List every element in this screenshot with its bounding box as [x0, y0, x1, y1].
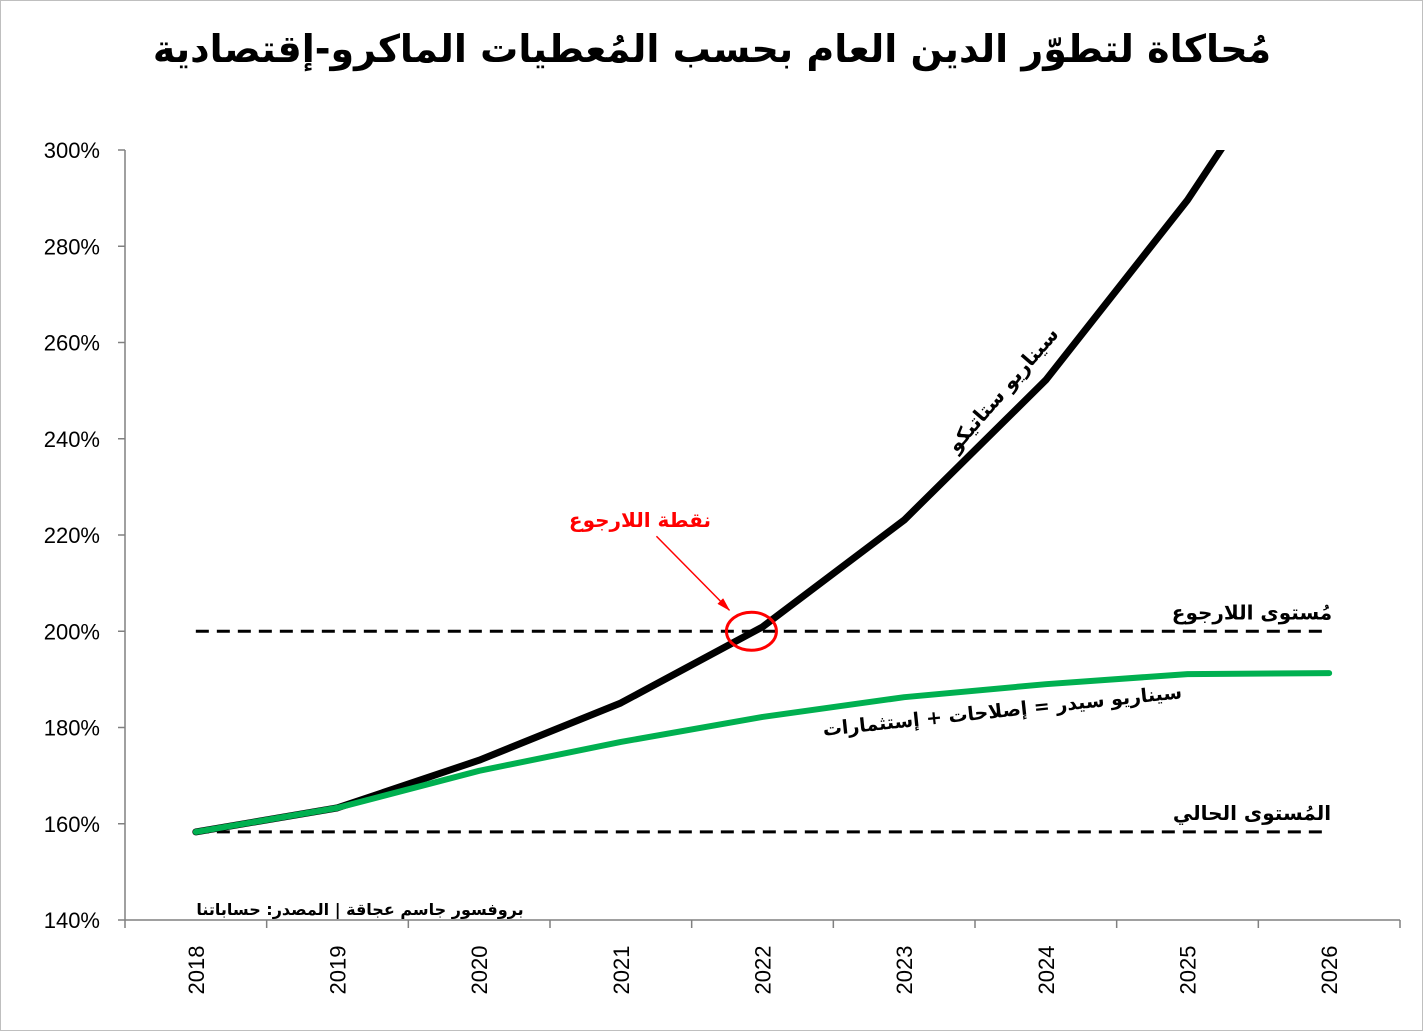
source-note: بروفسور جاسم عجاقة | المصدر: حساباتنا	[196, 900, 523, 920]
annotation-arrow	[655, 535, 731, 611]
no-return-level-label: مُستوى اللارجوع	[1172, 600, 1332, 624]
point-of-no-return-circle	[724, 610, 778, 652]
x-tick-label: 2023	[892, 946, 917, 995]
x-tick-label: 2026	[1317, 946, 1342, 995]
y-tick-label: 300%	[44, 138, 100, 163]
y-tick-label: 240%	[44, 427, 100, 452]
annotation-label: نقطة اللارجوع	[569, 508, 711, 532]
y-tick-label: 220%	[44, 523, 100, 548]
y-tick-label: 160%	[44, 812, 100, 837]
x-tick-label: 2021	[609, 946, 634, 995]
cedre-series-line	[192, 670, 1333, 835]
reference-lines: مُستوى اللارجوع المُستوى الحالي	[195, 600, 1332, 834]
x-tick-label: 2025	[1176, 946, 1201, 995]
y-tick-label: 260%	[44, 331, 100, 356]
chart-title: مُحاكاة لتطوّر الدين العام بحسب المُعطيا…	[153, 27, 1271, 72]
axes: 140% 160% 180% 200% 220% 240% 260% 280% 300% 2018…	[44, 138, 1401, 995]
y-tick-label: 280%	[44, 234, 100, 259]
x-tick-label: 2020	[467, 946, 492, 995]
x-tick-label: 2024	[1034, 946, 1059, 995]
x-tick-label: 2022	[751, 946, 776, 995]
x-tick-label: 2019	[326, 946, 351, 995]
annotations: نقطة اللارجوع	[569, 508, 778, 652]
status-quo-series-line	[192, 150, 1225, 836]
current-level-label: المُستوى الحالي	[1173, 801, 1331, 826]
x-tick-label: 2018	[184, 946, 209, 995]
y-tick-label: 140%	[44, 908, 100, 933]
y-tick-label: 180%	[44, 716, 100, 741]
y-tick-label: 200%	[44, 619, 100, 644]
series-lines	[192, 150, 1333, 836]
